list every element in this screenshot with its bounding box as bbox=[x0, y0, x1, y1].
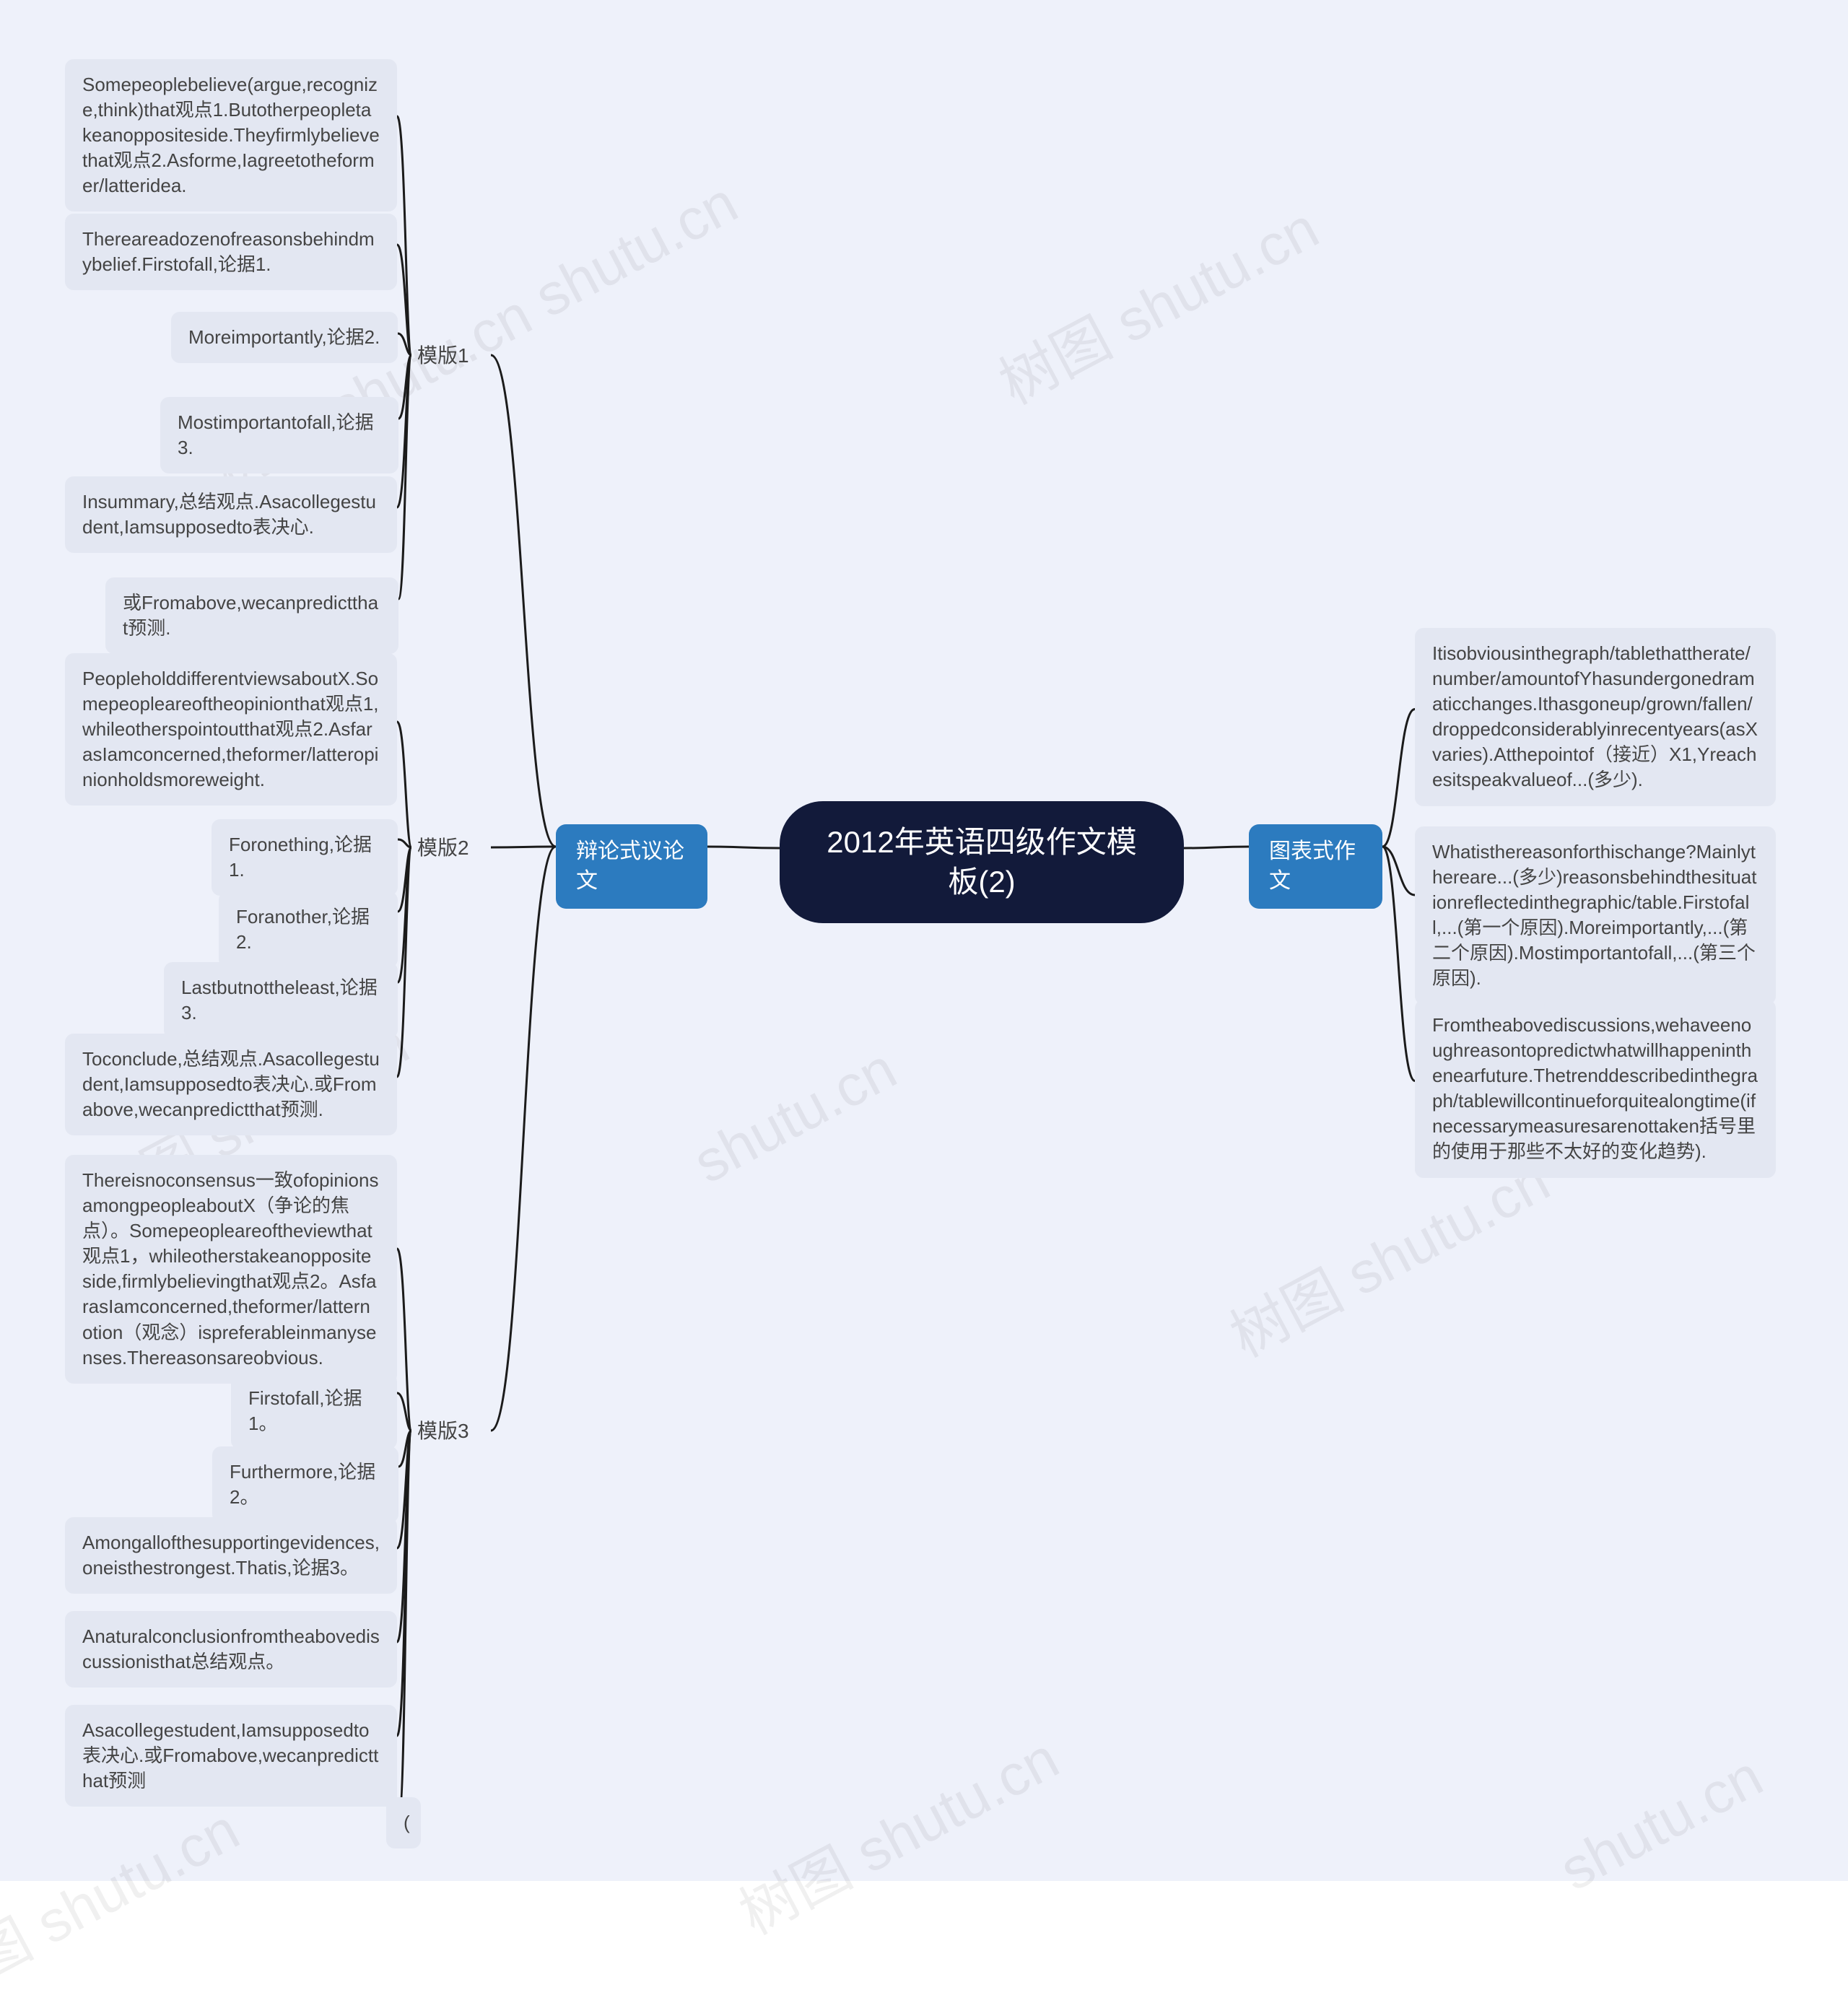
leaf-t1-2[interactable]: Moreimportantly,论据2. bbox=[171, 312, 398, 363]
edge bbox=[398, 1431, 411, 1467]
sub-t2-label: 模版2 bbox=[417, 834, 469, 862]
leaf-t1-4[interactable]: Insummary,总结观点.Asacollegestudent,Iamsupp… bbox=[65, 476, 397, 553]
leaf-t3-5[interactable]: Asacollegestudent,Iamsupposedto表决心.或From… bbox=[65, 1705, 397, 1807]
edge bbox=[397, 245, 411, 355]
edge bbox=[399, 1431, 411, 1813]
leaf-t1-1[interactable]: Thereareadozenofreasonsbehindmybelief.Fi… bbox=[65, 214, 397, 290]
leaf-t1-0[interactable]: Somepeoplebelieve(argue,recognize,think)… bbox=[65, 59, 397, 211]
edge bbox=[398, 333, 411, 355]
leaf-t3-0[interactable]: Thereisnoconsensus一致ofopinionsamongpeopl… bbox=[65, 1155, 397, 1384]
edge bbox=[1184, 847, 1249, 848]
sub-t3-label: 模版3 bbox=[417, 1418, 469, 1445]
leaf-t2-0-label: PeopleholddifferentviewsaboutX.Somepeopl… bbox=[82, 666, 380, 793]
edge bbox=[397, 355, 411, 507]
edge bbox=[491, 355, 556, 847]
sub-t1-label: 模版1 bbox=[417, 342, 469, 370]
edge bbox=[491, 847, 556, 1431]
leaf-t1-3[interactable]: Mostimportantofall,论据3. bbox=[160, 397, 398, 473]
edge bbox=[707, 847, 780, 848]
edge bbox=[397, 847, 411, 1077]
sub-t1[interactable]: 模版1 bbox=[411, 339, 491, 372]
leaf-t3-3[interactable]: Amongallofthesupportingevidences,oneisth… bbox=[65, 1517, 397, 1594]
edge bbox=[397, 1431, 411, 1736]
edge bbox=[397, 722, 411, 847]
leaf-t2-4-label: Toconclude,总结观点.Asacollegestudent,Iamsup… bbox=[82, 1047, 380, 1122]
edge bbox=[397, 116, 411, 355]
watermark: 树图 shutu.cn bbox=[982, 183, 1330, 421]
leaf-t3-2-label: Furthermore,论据2。 bbox=[230, 1459, 381, 1510]
branch-chart[interactable]: 图表式作文 bbox=[1249, 824, 1382, 909]
leaf-t1-5[interactable]: 或Fromabove,wecanpredictthat预测. bbox=[105, 577, 398, 654]
leaf-t3-1-label: Firstofall,论据1。 bbox=[248, 1386, 380, 1436]
branch-debate[interactable]: 辩论式议论文 bbox=[556, 824, 707, 909]
leaf-chart[interactable]: Fromtheabovediscussions,wehaveenoughreas… bbox=[1415, 1000, 1776, 1178]
watermark: shutu.cn bbox=[1549, 1742, 1773, 1903]
leaf-t3-4[interactable]: Anaturalconclusionfromtheabovediscussion… bbox=[65, 1611, 397, 1688]
leaf-t3-2[interactable]: Furthermore,论据2。 bbox=[212, 1446, 398, 1523]
leaf-t2-4[interactable]: Toconclude,总结观点.Asacollegestudent,Iamsup… bbox=[65, 1034, 397, 1135]
leaf-t3-3-label: Amongallofthesupportingevidences,oneisth… bbox=[82, 1530, 380, 1581]
sub-t2[interactable]: 模版2 bbox=[411, 831, 491, 865]
leaf-t2-1[interactable]: Foronething,论据1. bbox=[212, 819, 398, 896]
edge bbox=[397, 1249, 411, 1431]
sub-t3[interactable]: 模版3 bbox=[411, 1415, 491, 1448]
edge bbox=[397, 1431, 411, 1642]
leaf-t3-4-label: Anaturalconclusionfromtheabovediscussion… bbox=[82, 1624, 380, 1675]
watermark: 图 shutu.cn bbox=[0, 1784, 251, 1995]
edge bbox=[1382, 847, 1415, 1081]
leaf-t3-6-label: ( bbox=[404, 1810, 410, 1835]
root-node-label: 2012年英语四级作文模板(2) bbox=[816, 823, 1148, 902]
leaf-t1-1-label: Thereareadozenofreasonsbehindmybelief.Fi… bbox=[82, 227, 380, 277]
leaf-t1-3-label: Mostimportantofall,论据3. bbox=[178, 410, 381, 460]
leaf-t1-2-label: Moreimportantly,论据2. bbox=[188, 325, 380, 350]
watermark: shutu.cn bbox=[683, 1035, 907, 1196]
edge bbox=[398, 355, 411, 419]
branch-debate-label: 辩论式议论文 bbox=[576, 837, 687, 896]
edge bbox=[398, 355, 411, 599]
leaf-t2-2-label: Foranother,论据2. bbox=[236, 904, 380, 955]
leaf-chart-label: Itisobviousinthegraph/tablethattherate/n… bbox=[1432, 641, 1758, 793]
branch-chart-label: 图表式作文 bbox=[1269, 837, 1362, 896]
watermark: shutu.cn bbox=[524, 169, 748, 330]
leaf-t3-0-label: Thereisnoconsensus一致ofopinionsamongpeopl… bbox=[82, 1168, 380, 1371]
leaf-chart-label: Fromtheabovediscussions,wehaveenoughreas… bbox=[1432, 1013, 1758, 1165]
edge bbox=[398, 847, 411, 912]
leaf-t2-2[interactable]: Foranother,论据2. bbox=[219, 891, 398, 968]
leaf-t3-6[interactable]: ( bbox=[386, 1797, 421, 1848]
leaf-t2-3[interactable]: Lastbutnottheleast,论据3. bbox=[164, 962, 398, 1039]
leaf-t2-3-label: Lastbutnottheleast,论据3. bbox=[181, 975, 380, 1026]
leaf-t1-5-label: 或Fromabove,wecanpredictthat预测. bbox=[123, 590, 381, 641]
edge bbox=[397, 1431, 411, 1548]
mindmap-canvas: 树图 shutu.cn树图 shutu.cnshutu.cn树图 shutu.c… bbox=[0, 0, 1848, 1881]
leaf-chart[interactable]: Itisobviousinthegraph/tablethattherate/n… bbox=[1415, 628, 1776, 806]
leaf-t3-5-label: Asacollegestudent,Iamsupposedto表决心.或From… bbox=[82, 1718, 380, 1794]
leaf-t3-1[interactable]: Firstofall,论据1。 bbox=[231, 1373, 397, 1449]
leaf-chart[interactable]: Whatisthereasonforthischange?Mainlythere… bbox=[1415, 826, 1776, 1005]
leaf-chart-label: Whatisthereasonforthischange?Mainlythere… bbox=[1432, 839, 1758, 992]
edge bbox=[397, 1393, 411, 1431]
leaf-t1-4-label: Insummary,总结观点.Asacollegestudent,Iamsupp… bbox=[82, 489, 380, 540]
root-node[interactable]: 2012年英语四级作文模板(2) bbox=[780, 801, 1184, 923]
leaf-t1-0-label: Somepeoplebelieve(argue,recognize,think)… bbox=[82, 72, 380, 198]
edge bbox=[1382, 710, 1415, 847]
leaf-t2-0[interactable]: PeopleholddifferentviewsaboutX.Somepeopl… bbox=[65, 653, 397, 806]
edge bbox=[398, 839, 411, 847]
watermark: 树图 shutu.cn bbox=[723, 1713, 1071, 1951]
leaf-t2-1-label: Foronething,论据1. bbox=[229, 832, 380, 883]
edge bbox=[1382, 847, 1415, 895]
edge bbox=[398, 847, 411, 982]
